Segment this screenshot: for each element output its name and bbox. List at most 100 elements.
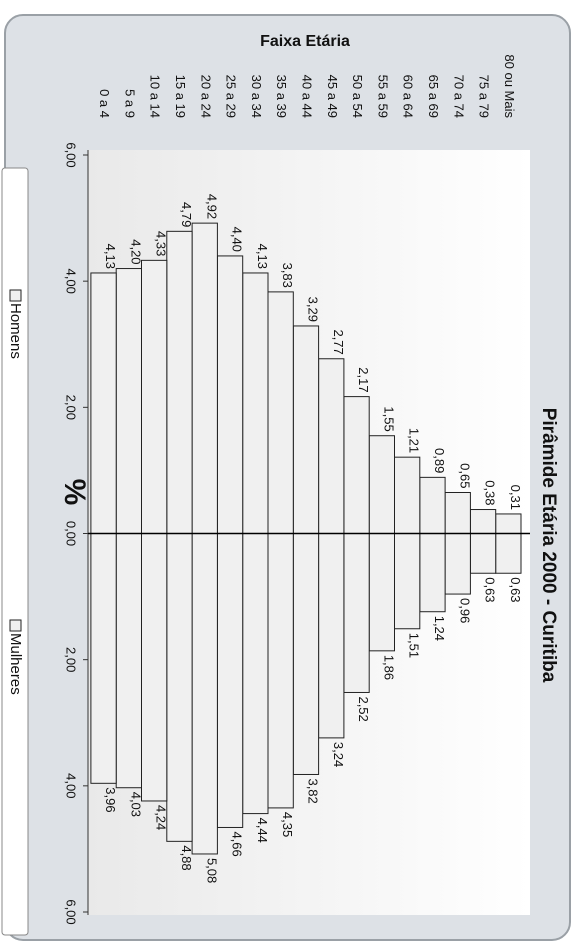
value-label: 4,79 [179, 202, 194, 227]
y-tick-label: 30 a 34 [249, 75, 264, 118]
bar [242, 272, 269, 534]
rotated-chart: Pirâmide Etária 2000 - Curitiba % 6,00 4,… [1, 14, 571, 941]
bar [242, 533, 269, 815]
y-tick-label: 75 a 79 [477, 75, 492, 118]
bar [444, 533, 471, 595]
value-label: 4,44 [255, 818, 270, 843]
value-label: 0,38 [483, 480, 498, 505]
y-tick-label: 20 a 24 [198, 75, 213, 118]
value-label: 4,03 [128, 792, 143, 817]
bar [495, 513, 522, 534]
x-tick-label: 4,00 [64, 773, 79, 798]
value-label: 3,82 [306, 778, 321, 803]
y-axis-title: Faixa Etária [260, 33, 350, 50]
bar [115, 268, 142, 534]
bar [166, 533, 193, 842]
x-tick-label: 4,00 [64, 269, 79, 294]
bar [90, 533, 117, 784]
y-tick-label: 80 ou Mais [502, 54, 517, 118]
value-label: 5,08 [204, 858, 219, 883]
value-label: 0,89 [432, 448, 447, 473]
value-label: 4,24 [154, 805, 169, 830]
bar [267, 291, 294, 534]
x-tick-label: 6,00 [64, 142, 79, 167]
legend-label: Mulheres [7, 633, 24, 695]
bar [90, 272, 117, 534]
bar [318, 358, 345, 534]
value-label: 4,13 [103, 244, 118, 269]
y-tick-label: 0 a 4 [97, 89, 112, 118]
legend [1, 167, 29, 936]
value-label: 4,35 [280, 812, 295, 837]
value-label: 3,96 [103, 787, 118, 812]
x-tick-label: 2,00 [64, 647, 79, 672]
value-label: 0,31 [508, 485, 523, 510]
bar [216, 533, 244, 828]
value-label: 1,51 [407, 633, 422, 658]
value-label: 4,88 [179, 845, 194, 870]
bar [394, 456, 421, 534]
value-label: 0,63 [483, 577, 498, 602]
y-tick-label: 60 a 64 [401, 75, 416, 118]
value-label: 4,33 [154, 231, 169, 256]
value-label: 1,24 [432, 616, 447, 641]
legend-swatch [9, 289, 22, 302]
value-label: 0,65 [457, 463, 472, 488]
y-tick-label: 40 a 44 [300, 75, 315, 118]
bar [292, 533, 320, 775]
bar [495, 533, 522, 574]
y-tick-label: 50 a 54 [350, 75, 365, 118]
y-tick-label: 45 a 49 [325, 75, 340, 118]
bar [140, 533, 168, 802]
value-label: 3,29 [306, 297, 321, 322]
value-label: 4,66 [230, 831, 245, 856]
bar [343, 396, 370, 534]
value-label: 4,20 [128, 239, 143, 264]
value-label: 4,13 [255, 244, 270, 269]
value-label: 2,52 [356, 696, 371, 721]
bar [419, 476, 446, 534]
value-label: 4,92 [204, 194, 219, 219]
value-label: 1,55 [381, 406, 396, 431]
y-tick-label: 5 a 9 [122, 89, 137, 118]
legend-swatch [9, 619, 22, 632]
y-tick-label: 10 a 14 [148, 75, 163, 118]
bar [216, 255, 244, 535]
bar [115, 533, 142, 789]
bar [419, 533, 446, 613]
y-tick-label: 15 a 19 [173, 75, 188, 118]
bar [166, 230, 193, 534]
bar [444, 491, 471, 534]
bar [191, 222, 218, 534]
bar [368, 533, 395, 652]
x-tick-label: 0,00 [64, 521, 79, 546]
value-label: 4,40 [230, 227, 245, 252]
bar [292, 325, 320, 535]
value-label: 1,86 [381, 655, 396, 680]
value-label: 2,77 [331, 329, 346, 354]
bar [140, 259, 168, 534]
value-label: 2,17 [356, 367, 371, 392]
value-label: 3,24 [331, 742, 346, 767]
bar [469, 533, 497, 574]
x-tick-label: 2,00 [64, 395, 79, 420]
bar [469, 509, 497, 534]
value-label: 0,96 [457, 598, 472, 623]
x-tick-label: 6,00 [64, 899, 79, 924]
bar [267, 533, 294, 809]
chart-title: Pirâmide Etária 2000 - Curitiba [538, 408, 559, 683]
y-tick-label: 35 a 39 [274, 75, 289, 118]
value-label: 3,83 [280, 263, 295, 288]
bar [368, 435, 395, 534]
y-tick-label: 55 a 59 [375, 75, 390, 118]
y-tick-label: 70 a 74 [451, 75, 466, 118]
x-axis-title: % [58, 479, 91, 506]
bar [191, 533, 218, 855]
y-tick-label: 65 a 69 [426, 75, 441, 118]
legend-label: Homens [7, 303, 24, 359]
value-label: 1,21 [407, 428, 422, 453]
bar [394, 533, 421, 630]
bar [343, 533, 370, 693]
